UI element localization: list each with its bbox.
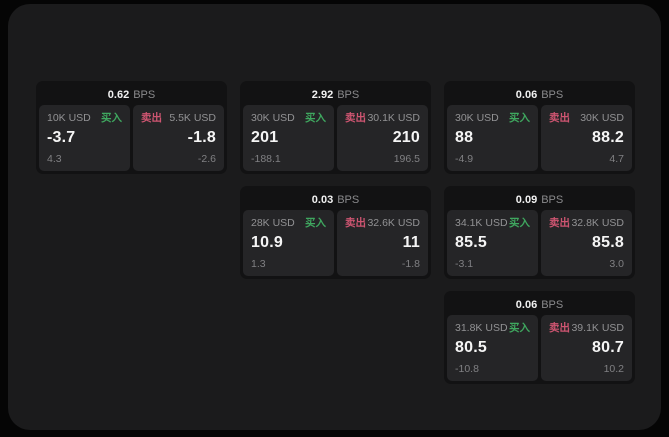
sell-amount: 39.1K USD	[571, 322, 624, 334]
buy-amount: 30K USD	[251, 112, 295, 124]
buy-delta: -4.9	[455, 153, 474, 165]
buy-amount: 10K USD	[47, 112, 91, 124]
bps-unit-label: BPS	[133, 88, 156, 101]
buy-amount: 30K USD	[455, 112, 499, 124]
sell-label: 卖出	[549, 112, 570, 124]
buy-label: 买入	[509, 322, 530, 334]
sell-amount: 32.8K USD	[571, 217, 624, 229]
price-tiles: 31.8K USD 买入 80.5 -10.8 卖出 39.1K USD 80.…	[447, 315, 632, 381]
bps-header: 0.09 BPS	[447, 189, 632, 210]
buy-price: 201	[251, 129, 279, 146]
buy-amount: 28K USD	[251, 217, 295, 229]
buy-price: 10.9	[251, 234, 283, 251]
price-tiles: 34.1K USD 买入 85.5 -3.1 卖出 32.8K USD 85.8…	[447, 210, 632, 276]
sell-delta: 10.2	[603, 363, 624, 375]
sell-label: 卖出	[345, 112, 366, 124]
sell-price: 11	[402, 234, 420, 251]
bps-value: 0.62	[107, 88, 130, 101]
buy-amount: 31.8K USD	[455, 322, 508, 334]
quote-card: 0.62 BPS 10K USD 买入 -3.7 4.3 卖出	[36, 81, 227, 174]
sell-tile[interactable]: 卖出 32.8K USD 85.8 3.0	[541, 210, 632, 276]
sell-tile[interactable]: 卖出 30K USD 88.2 4.7	[541, 105, 632, 171]
bps-unit-label: BPS	[541, 88, 564, 101]
price-tiles: 30K USD 买入 88 -4.9 卖出 30K USD 88.2 4.7	[447, 105, 632, 171]
sell-label: 卖出	[345, 217, 366, 229]
buy-tile[interactable]: 30K USD 买入 201 -188.1	[243, 105, 334, 171]
bps-header: 0.03 BPS	[243, 189, 428, 210]
bps-unit-label: BPS	[541, 193, 564, 206]
buy-delta: 4.3	[47, 153, 62, 165]
buy-delta: -3.1	[455, 258, 474, 270]
sell-amount: 32.6K USD	[367, 217, 420, 229]
quote-card: 0.09 BPS 34.1K USD 买入 85.5 -3.1 卖出	[444, 186, 635, 279]
bps-value: 0.06	[515, 88, 538, 101]
sell-delta: -2.6	[197, 153, 216, 165]
sell-amount: 5.5K USD	[169, 112, 216, 124]
buy-price: 88	[455, 129, 474, 146]
buy-amount: 34.1K USD	[455, 217, 508, 229]
buy-tile[interactable]: 10K USD 买入 -3.7 4.3	[39, 105, 130, 171]
quote-card: 0.06 BPS 30K USD 买入 88 -4.9 卖出	[444, 81, 635, 174]
bps-unit-label: BPS	[337, 193, 360, 206]
buy-tile[interactable]: 28K USD 买入 10.9 1.3	[243, 210, 334, 276]
sell-price: -1.8	[187, 129, 216, 146]
quote-card: 2.92 BPS 30K USD 买入 201 -188.1 卖出	[240, 81, 431, 174]
buy-label: 买入	[509, 112, 530, 124]
bps-unit-label: BPS	[541, 298, 564, 311]
bps-header: 0.06 BPS	[447, 84, 632, 105]
quote-cards-grid: 0.62 BPS 10K USD 买入 -3.7 4.3 卖出	[36, 81, 635, 384]
bps-header: 2.92 BPS	[243, 84, 428, 105]
buy-tile[interactable]: 31.8K USD 买入 80.5 -10.8	[447, 315, 538, 381]
bps-header: 0.62 BPS	[39, 84, 224, 105]
sell-amount: 30K USD	[580, 112, 624, 124]
app-panel: 0.62 BPS 10K USD 买入 -3.7 4.3 卖出	[8, 4, 661, 430]
sell-amount: 30.1K USD	[367, 112, 420, 124]
bps-value: 2.92	[311, 88, 334, 101]
price-tiles: 10K USD 买入 -3.7 4.3 卖出 5.5K USD -1.8 -2.…	[39, 105, 224, 171]
buy-label: 买入	[305, 112, 326, 124]
bps-unit-label: BPS	[337, 88, 360, 101]
sell-label: 卖出	[141, 112, 162, 124]
buy-price: -3.7	[47, 129, 76, 146]
sell-tile[interactable]: 卖出 30.1K USD 210 196.5	[337, 105, 428, 171]
sell-tile[interactable]: 卖出 5.5K USD -1.8 -2.6	[133, 105, 224, 171]
sell-delta: -1.8	[401, 258, 420, 270]
sell-price: 85.8	[592, 234, 624, 251]
buy-delta: -188.1	[251, 153, 281, 165]
buy-tile[interactable]: 34.1K USD 买入 85.5 -3.1	[447, 210, 538, 276]
buy-label: 买入	[305, 217, 326, 229]
bps-value: 0.06	[515, 298, 538, 311]
buy-price: 80.5	[455, 339, 487, 356]
sell-label: 卖出	[549, 217, 570, 229]
buy-delta: -10.8	[455, 363, 479, 375]
sell-price: 88.2	[592, 129, 624, 146]
buy-price: 85.5	[455, 234, 487, 251]
sell-delta: 196.5	[393, 153, 420, 165]
sell-tile[interactable]: 卖出 32.6K USD 11 -1.8	[337, 210, 428, 276]
sell-price: 80.7	[592, 339, 624, 356]
price-tiles: 30K USD 买入 201 -188.1 卖出 30.1K USD 210 1…	[243, 105, 428, 171]
sell-delta: 3.0	[609, 258, 624, 270]
price-tiles: 28K USD 买入 10.9 1.3 卖出 32.6K USD 11 -1.8	[243, 210, 428, 276]
sell-price: 210	[392, 129, 420, 146]
buy-delta: 1.3	[251, 258, 266, 270]
bps-value: 0.09	[515, 193, 538, 206]
buy-label: 买入	[509, 217, 530, 229]
bps-value: 0.03	[311, 193, 334, 206]
bps-header: 0.06 BPS	[447, 294, 632, 315]
sell-delta: 4.7	[609, 153, 624, 165]
quote-card: 0.03 BPS 28K USD 买入 10.9 1.3 卖出	[240, 186, 431, 279]
sell-tile[interactable]: 卖出 39.1K USD 80.7 10.2	[541, 315, 632, 381]
quote-card: 0.06 BPS 31.8K USD 买入 80.5 -10.8 卖	[444, 291, 635, 384]
buy-tile[interactable]: 30K USD 买入 88 -4.9	[447, 105, 538, 171]
buy-label: 买入	[101, 112, 122, 124]
sell-label: 卖出	[549, 322, 570, 334]
